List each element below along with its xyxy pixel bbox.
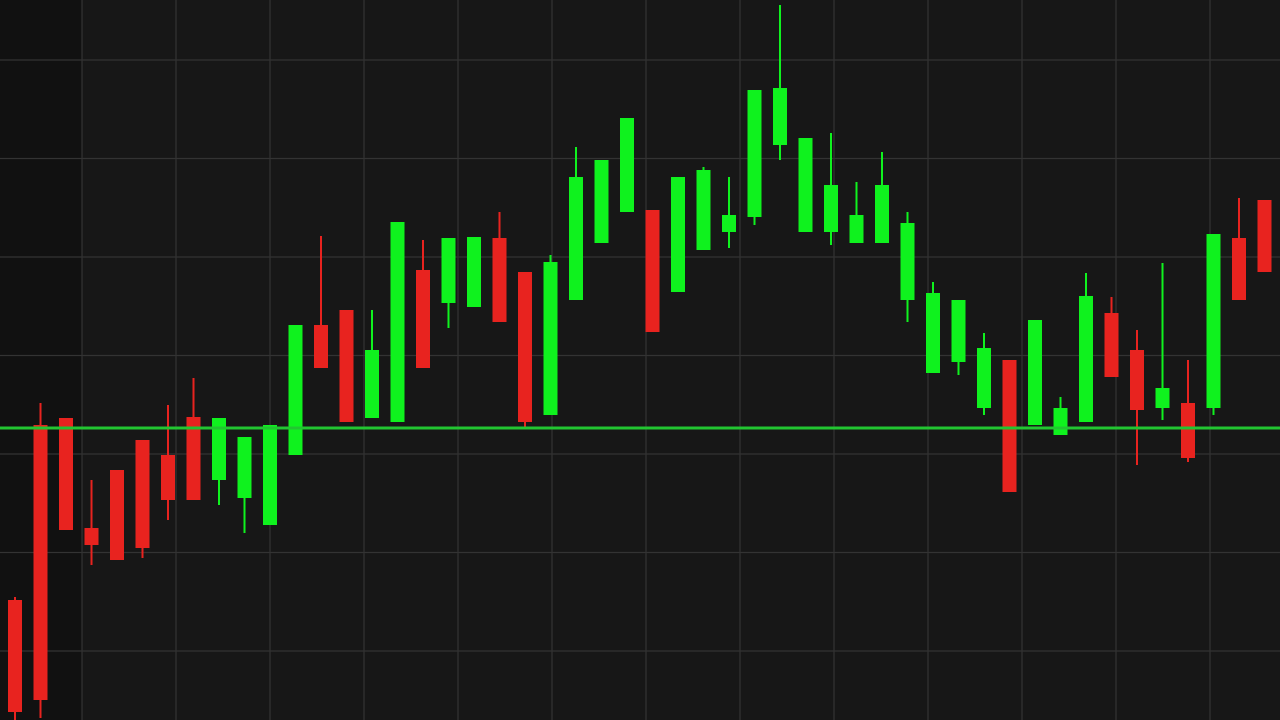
candle-body — [492, 238, 507, 322]
candle-body — [1028, 320, 1042, 425]
candle-body — [875, 185, 889, 243]
candle-body — [1079, 296, 1093, 422]
candle-body — [671, 177, 685, 292]
candle-body — [1002, 360, 1017, 492]
candle-body — [1053, 408, 1068, 435]
candle-body — [951, 300, 966, 362]
candle-body — [416, 270, 430, 368]
candle-body — [365, 350, 379, 418]
candle-body — [441, 238, 456, 303]
candle-body — [518, 272, 532, 422]
candle-body — [1232, 238, 1246, 300]
candle-body — [977, 348, 991, 408]
candle-body — [237, 437, 252, 498]
candle-body — [1104, 313, 1119, 377]
candle-body — [135, 440, 150, 548]
candle-body — [161, 455, 175, 500]
candle-body — [747, 90, 762, 217]
candle-body — [722, 215, 736, 232]
candle-body — [59, 418, 73, 530]
candle-body — [900, 223, 915, 300]
candle-body — [569, 177, 583, 300]
candle-body — [824, 185, 838, 232]
candle-body — [594, 160, 609, 243]
candle-body — [798, 138, 813, 232]
candle-body — [1155, 388, 1170, 408]
candle-body — [390, 222, 405, 422]
candle-body — [314, 325, 328, 368]
candle-body — [926, 293, 940, 373]
candle-body — [186, 417, 201, 500]
candle-body — [8, 600, 22, 712]
candle-body — [33, 425, 48, 700]
candle-body — [849, 215, 864, 243]
candle-body — [339, 310, 354, 422]
candle-body — [645, 210, 660, 332]
candle-body — [288, 325, 303, 455]
candle-body — [467, 237, 481, 307]
candle-body — [263, 425, 277, 525]
candle-body — [543, 262, 558, 415]
candle-body — [84, 528, 99, 545]
candle-body — [696, 170, 711, 250]
candle-body — [620, 118, 634, 212]
candle-body — [110, 470, 124, 560]
candle-body — [773, 88, 787, 145]
candle-body — [1181, 403, 1195, 458]
candle-body — [1130, 350, 1144, 410]
candle-body — [1206, 234, 1221, 408]
candle-body — [1257, 200, 1272, 272]
candle-body — [212, 418, 226, 480]
